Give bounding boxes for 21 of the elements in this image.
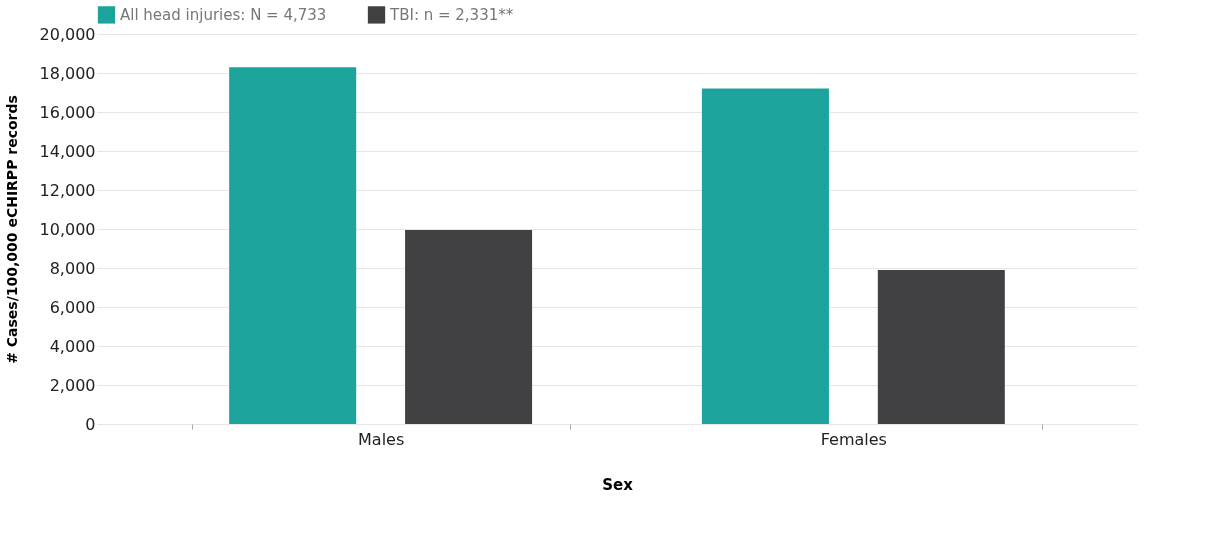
bar (405, 229, 533, 424)
y-tick-label: 18,000 (39, 63, 96, 83)
y-axis-title: # Cases/100,000 eCHIRPP records (3, 95, 20, 364)
y-tick-label: 14,000 (39, 141, 96, 161)
legend-label: All head injuries: N = 4,733 (120, 5, 327, 24)
x-axis-title: Sex (602, 475, 634, 494)
x-tick-label: Males (358, 429, 405, 449)
y-tick-label: 10,000 (39, 219, 96, 239)
y-tick-label: 8,000 (49, 258, 96, 278)
legend-label: TBI: n = 2,331** (389, 5, 514, 24)
y-tick-label: 12,000 (39, 180, 96, 200)
y-tick-label: 4,000 (49, 336, 96, 356)
bar (877, 269, 1005, 424)
y-tick-label: 16,000 (39, 102, 96, 122)
x-tick-label: Females (820, 429, 887, 449)
y-tick-label: 0 (85, 414, 96, 434)
y-tick-label: 2,000 (49, 375, 96, 395)
y-tick-label: 20,000 (39, 24, 96, 44)
bar (229, 67, 357, 424)
y-tick-label: 6,000 (49, 297, 96, 317)
bar (701, 88, 829, 424)
